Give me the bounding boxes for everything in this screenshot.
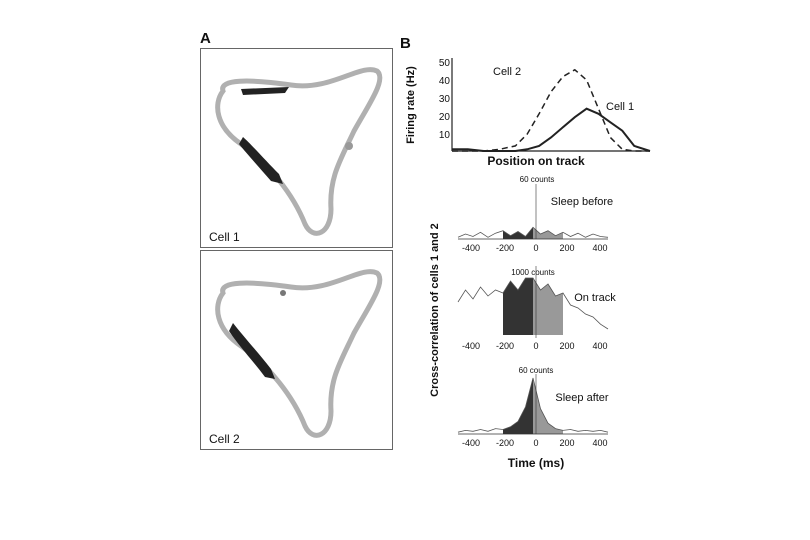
xcorr-xlabel: Time (ms): [508, 456, 564, 470]
xtick-p2-neg400: -400: [462, 341, 480, 351]
xcorr-on-track-line: [457, 277, 609, 330]
ytick-10: 10: [439, 130, 451, 141]
xtick-p2-0: 0: [533, 341, 538, 351]
xtick-p3-neg200: -200: [496, 438, 514, 448]
cell-1-track-path: [215, 67, 383, 236]
cell-1-field-left: [239, 137, 283, 184]
xcorr-sleep-before-xticks: -400 -200 0 200 400: [462, 243, 608, 253]
xtick-p2-neg200: -200: [496, 341, 514, 351]
xtick-p1-400: 400: [592, 243, 607, 253]
firing-rate-xlabel: Position on track: [487, 154, 585, 168]
xcorr-sleep-after-title: Sleep after: [555, 392, 609, 404]
cell-1-track-svg: Cell 1: [209, 67, 383, 244]
xcorr-sleep-before-title: Sleep before: [551, 196, 613, 208]
xtick-p1-neg400: -400: [462, 243, 480, 253]
xcorr-sleep-after-fill-right: [533, 378, 563, 434]
cell-1-field-right: [345, 142, 353, 150]
xcorr-figure: Cross-correlation of cells 1 and 2 60 co…: [429, 175, 616, 470]
xcorr-on-track-fill-right: [533, 278, 563, 335]
cell-2-track-svg: Cell 2: [209, 269, 383, 446]
xtick-p2-400: 400: [592, 341, 607, 351]
xcorr-on-track-xticks: -400 -200 0 200 400: [462, 341, 608, 351]
xcorr-sleep-after-scale: 60 counts: [519, 366, 554, 375]
cell-2-series-label: Cell 2: [493, 66, 521, 78]
xcorr-sleep-after-fill-left: [503, 378, 533, 434]
xcorr-on-track-title: On track: [574, 292, 616, 304]
ytick-20: 20: [439, 112, 451, 123]
xcorr-on-track-scale: 1000 counts: [511, 268, 555, 277]
xcorr-panel-sleep-before: 60 counts Sleep before -400 -200 0 200 4…: [457, 175, 613, 253]
firing-rate-ylabel: Firing rate (Hz): [405, 66, 417, 144]
cell-1-map: Cell 1: [200, 48, 393, 248]
xcorr-sleep-before-line: [457, 226, 609, 238]
cell-2-track-path: [215, 269, 383, 438]
xtick-p3-200: 200: [559, 438, 574, 448]
cell-2-field-left: [229, 323, 275, 379]
cell-1-series-label: Cell 1: [606, 101, 634, 113]
cell-1-rate-line: [452, 107, 651, 152]
xcorr-panel-on-track: 1000 counts On track -400 -200 0 200 400: [457, 266, 616, 351]
xcorr-sleep-before-scale: 60 counts: [520, 175, 555, 184]
panel-a-label: A: [200, 30, 211, 47]
xcorr-on-track-fill-left: [503, 278, 533, 335]
xcorr-sleep-after-line: [457, 377, 609, 433]
cell-2-map: Cell 2: [200, 250, 393, 450]
panel-b-label: B: [400, 35, 411, 52]
xtick-p1-200: 200: [559, 243, 574, 253]
cell-2-field-top: [280, 290, 286, 296]
ytick-30: 30: [439, 94, 451, 105]
cell-1-field-top: [241, 87, 289, 95]
xtick-p1-0: 0: [533, 243, 538, 253]
cell-2-label: Cell 2: [209, 432, 240, 446]
ytick-50: 50: [439, 58, 451, 69]
xcorr-sleep-after-xticks: -400 -200 0 200 400: [462, 438, 608, 448]
xcorr-ylabel: Cross-correlation of cells 1 and 2: [429, 223, 441, 397]
xtick-p3-neg400: -400: [462, 438, 480, 448]
cell-1-label: Cell 1: [209, 230, 240, 244]
xtick-p1-neg200: -200: [496, 243, 514, 253]
ytick-40: 40: [439, 76, 451, 87]
xcorr-sleep-before-fill-right: [533, 227, 563, 239]
xtick-p3-400: 400: [592, 438, 607, 448]
xtick-p3-0: 0: [533, 438, 538, 448]
xtick-p2-200: 200: [559, 341, 574, 351]
xcorr-panel-sleep-after: 60 counts Sleep after -400 -200 0 200 40…: [457, 366, 609, 448]
firing-rate-chart: Firing rate (Hz) 50 40 30 20 10 Cell 2 C…: [405, 58, 651, 168]
